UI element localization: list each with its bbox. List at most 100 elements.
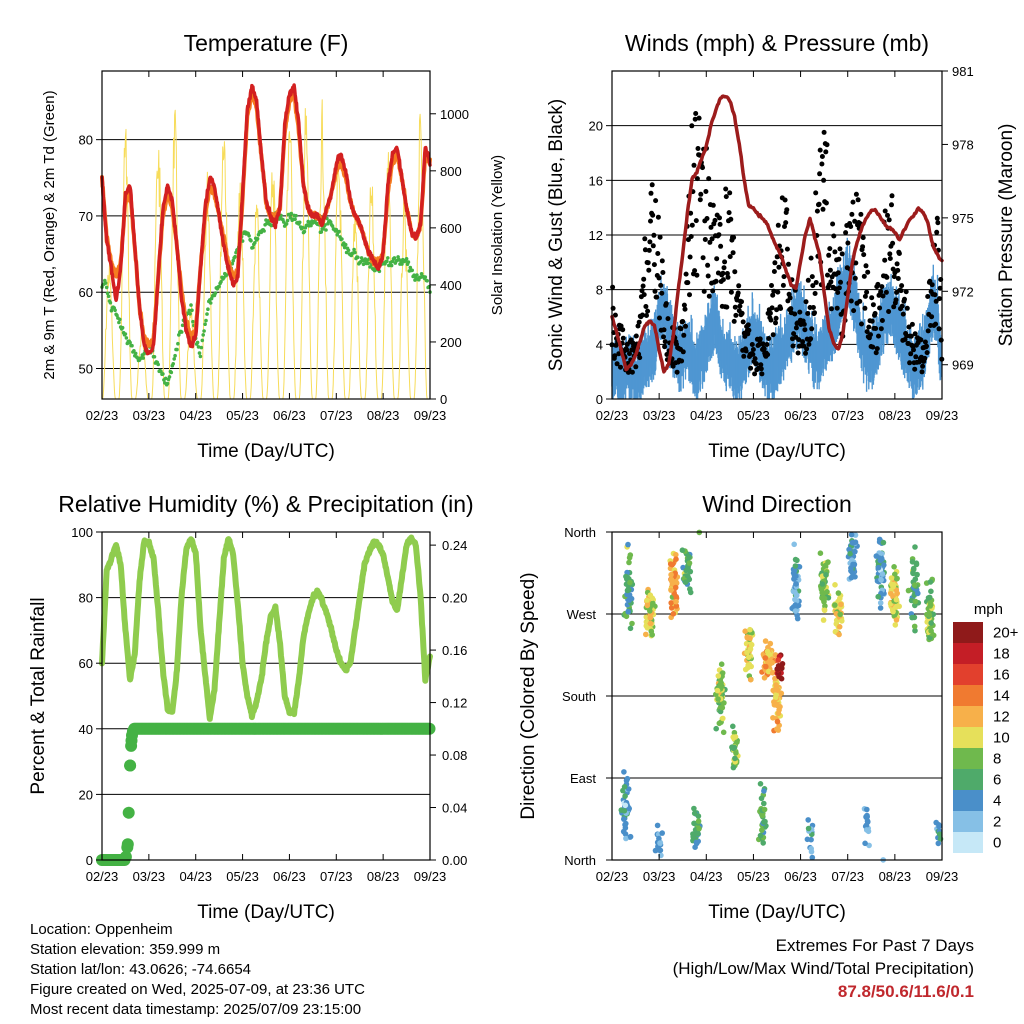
gust-point	[827, 267, 833, 273]
direction-point	[622, 802, 629, 809]
gust-point	[713, 278, 719, 284]
colorbar-level-label: 14	[993, 688, 1010, 705]
gust-point	[889, 202, 894, 208]
dewpoint-point	[165, 381, 170, 386]
gust-point	[869, 318, 875, 324]
gust-point	[770, 332, 776, 338]
gust-point	[803, 299, 809, 305]
gust-point	[745, 322, 751, 328]
direction-point	[691, 805, 697, 812]
direction-point	[682, 579, 689, 585]
dewpoint-point	[309, 223, 313, 228]
direction-point	[809, 854, 816, 861]
direction-point	[821, 607, 828, 614]
direction-title: Wind Direction	[702, 491, 852, 517]
direction-xtick-label: 09/23	[926, 869, 959, 884]
direction-point	[720, 715, 726, 722]
gust-point	[674, 369, 680, 375]
dewpoint-point	[205, 312, 209, 316]
winds-ylabel: Sonic Wind & Gust (Blue, Black)	[546, 99, 567, 371]
direction-point	[696, 825, 702, 832]
gust-point	[836, 256, 842, 262]
dewpoint-point	[404, 257, 409, 261]
direction-point	[880, 539, 887, 546]
gust-point	[731, 318, 737, 324]
colorbar-swatch	[953, 748, 983, 769]
gust-point	[838, 279, 843, 285]
gust-point	[782, 224, 787, 229]
direction-point	[625, 609, 631, 615]
dewpoint-point	[224, 273, 229, 277]
direction-point	[771, 699, 777, 705]
direction-point	[864, 806, 870, 813]
gust-point	[776, 264, 782, 270]
colorbar-swatch	[953, 727, 983, 748]
winds-xtick-label: 07/23	[831, 408, 864, 423]
direction-point	[910, 570, 916, 576]
gust-point	[618, 364, 623, 370]
gust-point	[808, 336, 814, 342]
gust-point	[653, 198, 659, 204]
dewpoint-point	[108, 300, 113, 305]
direction-point	[691, 820, 697, 827]
direction-point	[623, 613, 630, 620]
colorbar-swatch	[953, 811, 983, 832]
gust-point	[737, 303, 743, 309]
gust-point	[880, 293, 886, 299]
gust-point	[911, 347, 916, 353]
gust-point	[683, 323, 688, 329]
dewpoint-point	[133, 351, 138, 356]
direction-point	[657, 847, 664, 854]
direction-point	[770, 715, 776, 721]
humidity-ytick-label: 40	[79, 722, 93, 737]
gust-point	[934, 229, 940, 235]
dewpoint-point	[419, 272, 424, 276]
gust-point	[612, 312, 618, 318]
dewpoint-point	[342, 245, 347, 250]
solar-insolation-spike	[348, 211, 363, 400]
direction-point	[626, 597, 632, 603]
dewpoint-point	[319, 230, 324, 234]
gust-point	[658, 282, 664, 288]
direction-point	[911, 623, 918, 630]
direction-point	[836, 631, 842, 638]
gust-point	[741, 353, 747, 359]
direction-point	[624, 775, 631, 782]
direction-point	[644, 597, 650, 604]
winds-xtick-label: 05/23	[737, 408, 770, 423]
direction-point	[823, 572, 829, 578]
gust-point	[771, 269, 777, 274]
gust-point	[800, 339, 806, 345]
gust-point	[768, 317, 774, 323]
direction-point	[849, 557, 855, 563]
gust-point	[688, 210, 694, 216]
gust-point	[864, 329, 870, 335]
direction-point	[892, 622, 899, 628]
direction-point	[793, 573, 799, 579]
humidity-y2tick-label: 0.24	[442, 538, 467, 553]
gust-point	[862, 305, 868, 311]
gust-point	[722, 259, 728, 265]
dewpoint-point	[141, 356, 145, 360]
gust-point	[633, 333, 639, 339]
gust-point	[908, 333, 914, 339]
direction-point	[627, 579, 633, 586]
gust-point	[868, 332, 873, 338]
gust-point	[903, 289, 909, 295]
direction-point	[668, 605, 675, 611]
gust-point	[692, 116, 698, 122]
gust-point	[636, 319, 642, 325]
station-info: Location: Oppenheim Station elevation: 3…	[30, 920, 365, 1020]
dewpoint-point	[385, 259, 389, 264]
colorbar-swatch	[953, 706, 983, 727]
gust-point	[650, 243, 656, 249]
direction-point	[794, 557, 800, 564]
direction-point	[890, 584, 896, 590]
gust-point	[833, 286, 838, 292]
direction-point	[761, 675, 768, 681]
gust-point	[937, 285, 943, 291]
direction-point	[626, 559, 632, 566]
gust-point	[934, 215, 940, 221]
gust-point	[739, 310, 745, 316]
gust-point	[878, 289, 884, 295]
